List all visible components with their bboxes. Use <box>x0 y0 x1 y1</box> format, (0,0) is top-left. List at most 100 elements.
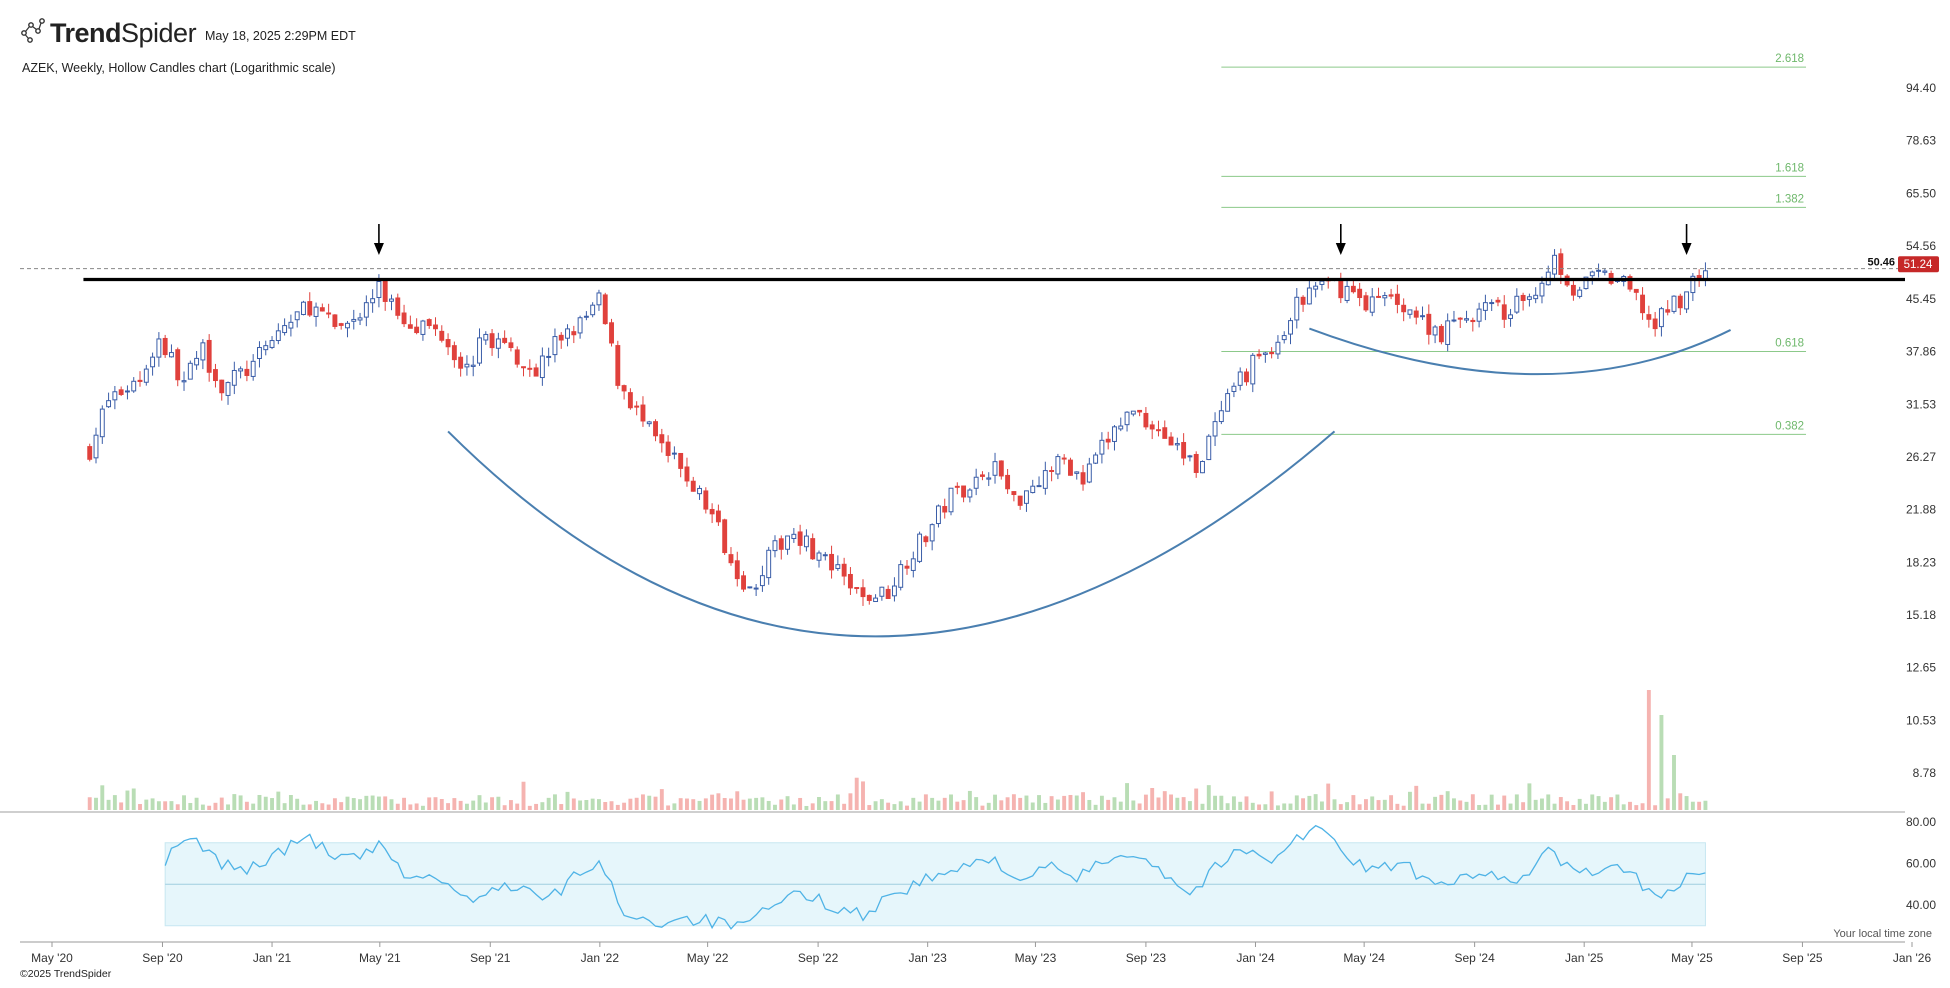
candle[interactable] <box>854 587 860 594</box>
candle[interactable] <box>697 485 702 500</box>
candle[interactable] <box>747 586 753 589</box>
candle[interactable] <box>150 352 156 376</box>
candle[interactable] <box>1269 347 1275 359</box>
candle[interactable] <box>766 546 772 585</box>
candle[interactable] <box>1288 317 1293 345</box>
candle[interactable] <box>420 319 426 341</box>
candle[interactable] <box>1401 298 1407 322</box>
candle[interactable] <box>885 585 891 600</box>
candle[interactable] <box>1363 291 1369 312</box>
candle[interactable] <box>363 295 369 327</box>
candle[interactable] <box>1149 420 1155 440</box>
candle[interactable] <box>156 332 162 367</box>
candle[interactable] <box>904 560 910 575</box>
candle[interactable] <box>841 557 847 586</box>
candle[interactable] <box>1344 280 1350 304</box>
candle[interactable] <box>1011 491 1017 502</box>
candle[interactable] <box>1250 352 1256 393</box>
candle[interactable] <box>822 551 828 561</box>
candle[interactable] <box>1181 433 1187 466</box>
candle[interactable] <box>1086 457 1092 484</box>
candle[interactable] <box>1382 291 1388 307</box>
candle[interactable] <box>508 337 514 352</box>
candle[interactable] <box>1068 457 1073 476</box>
candle[interactable] <box>326 303 332 319</box>
candle[interactable] <box>1495 297 1501 307</box>
candle[interactable] <box>370 289 376 313</box>
candle[interactable] <box>1627 274 1633 292</box>
candle[interactable] <box>1143 407 1149 430</box>
candle[interactable] <box>1658 306 1664 337</box>
candle[interactable] <box>571 325 577 344</box>
candle[interactable] <box>577 315 583 339</box>
candle[interactable] <box>206 334 212 382</box>
candle[interactable] <box>1225 388 1231 412</box>
candle[interactable] <box>1124 411 1130 432</box>
candle[interactable] <box>992 452 998 484</box>
candle[interactable] <box>1118 417 1124 432</box>
candle[interactable] <box>131 377 137 393</box>
candle[interactable] <box>294 311 300 328</box>
candle[interactable] <box>1640 287 1646 320</box>
candle[interactable] <box>621 384 627 400</box>
candle[interactable] <box>1212 412 1218 447</box>
candle[interactable] <box>527 359 533 377</box>
candle[interactable] <box>923 535 929 547</box>
candle[interactable] <box>1024 490 1029 512</box>
candle[interactable] <box>1489 299 1495 311</box>
candle[interactable] <box>829 545 835 579</box>
candle[interactable] <box>439 325 445 343</box>
candle[interactable] <box>1413 306 1419 325</box>
candle[interactable] <box>263 340 269 356</box>
candle[interactable] <box>1508 308 1513 327</box>
candle[interactable] <box>659 428 665 453</box>
candle[interactable] <box>357 312 363 326</box>
candle[interactable] <box>1313 281 1319 298</box>
candle[interactable] <box>269 336 275 350</box>
candle[interactable] <box>1187 454 1193 462</box>
candle[interactable] <box>816 550 822 568</box>
candle[interactable] <box>332 314 338 330</box>
candle[interactable] <box>1684 291 1690 314</box>
candle[interactable] <box>954 482 960 495</box>
candle[interactable] <box>1432 324 1438 344</box>
candle[interactable] <box>640 396 646 427</box>
candle[interactable] <box>143 364 149 386</box>
candle[interactable] <box>998 460 1004 480</box>
candle[interactable] <box>1702 262 1708 287</box>
candle[interactable] <box>1633 288 1639 301</box>
candle[interactable] <box>1677 293 1683 316</box>
candle[interactable] <box>973 468 979 496</box>
candle[interactable] <box>1552 249 1557 279</box>
candle[interactable] <box>1319 279 1325 291</box>
candle[interactable] <box>1162 420 1168 439</box>
candle[interactable] <box>1231 382 1237 398</box>
candle[interactable] <box>741 571 746 592</box>
candle[interactable] <box>426 318 432 329</box>
candle[interactable] <box>1451 310 1457 323</box>
candle[interactable] <box>715 504 721 526</box>
candle[interactable] <box>948 487 954 516</box>
candle[interactable] <box>1357 282 1363 307</box>
candle[interactable] <box>1005 469 1011 494</box>
candle[interactable] <box>445 333 451 356</box>
candle[interactable] <box>552 328 558 363</box>
candle[interactable] <box>1244 368 1249 386</box>
rsi-line[interactable] <box>164 824 1706 930</box>
candle[interactable] <box>514 346 520 368</box>
candle[interactable] <box>451 341 457 368</box>
candle[interactable] <box>213 363 218 388</box>
candle[interactable] <box>489 329 495 356</box>
candle[interactable] <box>99 405 105 444</box>
candle[interactable] <box>1445 313 1451 352</box>
arc-cup[interactable] <box>447 430 1336 638</box>
candle[interactable] <box>338 322 344 330</box>
candle[interactable] <box>1174 437 1180 451</box>
candle[interactable] <box>1093 452 1099 465</box>
candle[interactable] <box>162 334 168 358</box>
candle[interactable] <box>137 371 143 387</box>
candle[interactable] <box>665 435 671 463</box>
candle[interactable] <box>401 304 407 328</box>
candle[interactable] <box>627 388 633 410</box>
